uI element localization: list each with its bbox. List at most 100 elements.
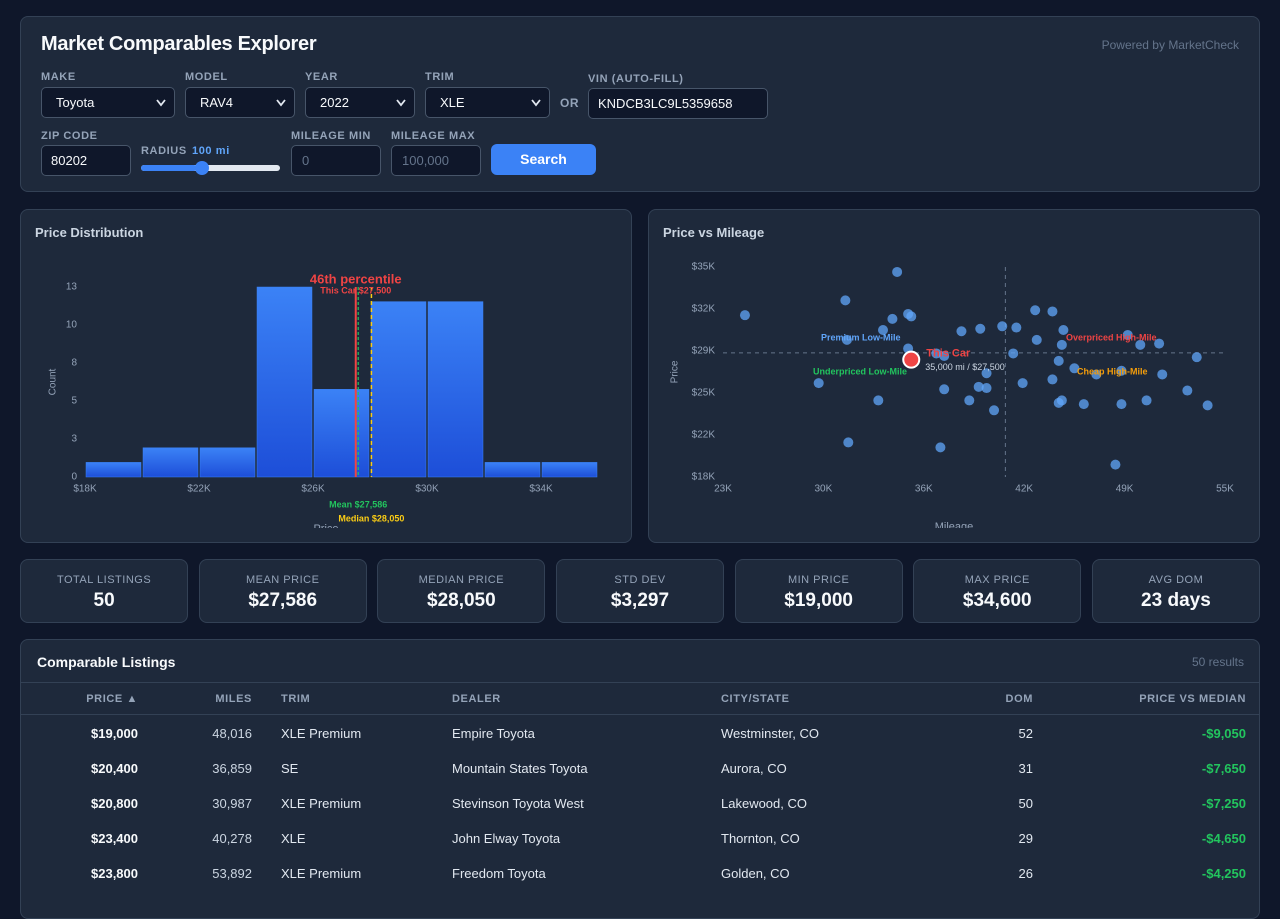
table-cell: Lakewood, CO — [721, 796, 807, 811]
stat-value: $3,297 — [610, 590, 670, 611]
stat-label: STD DEV — [614, 574, 666, 586]
table-cell: Golden, CO — [721, 866, 790, 881]
table-cell: -$4,250 — [1201, 866, 1246, 881]
stats-row: TOTAL LISTINGS 50 MEAN PRICE $27,586 MEDIAN … — [20, 559, 1260, 623]
stat-value: $19,000 — [784, 590, 853, 611]
table-cell: 50 — [1018, 796, 1033, 811]
table-cell: -$9,050 — [1201, 726, 1246, 741]
table-cell: 52 — [1018, 726, 1033, 741]
column-header[interactable]: MILES — [215, 693, 252, 705]
chevron — [396, 99, 406, 107]
select-value: RAV4 — [200, 95, 233, 110]
trim-select[interactable]: XLE — [425, 87, 550, 118]
column-header[interactable]: DOM — [1005, 693, 1033, 705]
make-select[interactable]: Toyota — [41, 87, 175, 118]
field-label: ZIP CODE — [41, 130, 98, 142]
chevron — [531, 99, 541, 107]
table-cell: XLE Premium — [281, 726, 362, 741]
zip-input[interactable]: 80202 — [41, 145, 131, 176]
stat-label: MAX PRICE — [964, 574, 1030, 586]
stat-card: TOTAL LISTINGS 50 — [20, 559, 189, 623]
stat-label: MEAN PRICE — [245, 574, 320, 586]
year-select[interactable]: 2022 — [305, 87, 415, 118]
table-cell: XLE Premium — [281, 866, 362, 881]
model-select[interactable]: RAV4 — [185, 87, 295, 118]
chart-title: Price vs Mileage — [663, 225, 765, 240]
field-label: MILEAGE MIN — [291, 130, 371, 142]
stat-label: AVG DOM — [1148, 574, 1204, 586]
radius-slider[interactable] — [141, 161, 280, 175]
stat-label: MIN PRICE — [787, 574, 850, 586]
input-value: 80202 — [51, 153, 88, 168]
powered-by: Powered by MarketCheck — [1101, 38, 1239, 52]
search-button[interactable]: Search — [491, 144, 596, 175]
table-cell: Westminster, CO — [721, 726, 820, 741]
stat-card: AVG DOM 23 days — [1091, 559, 1260, 623]
select-value: 2022 — [320, 95, 349, 110]
table-cell: $23,400 — [91, 831, 138, 846]
stat-value: $34,600 — [962, 590, 1032, 611]
table-cell: 29 — [1018, 831, 1033, 846]
stat-label: TOTAL LISTINGS — [56, 574, 152, 586]
mileage-min-input[interactable]: 0 — [291, 145, 381, 176]
stat-value: 23 days — [1141, 590, 1211, 611]
field-label: TRIM — [425, 71, 455, 83]
table-cell: Thornton, CO — [721, 831, 800, 846]
table-title: Comparable Listings — [37, 654, 176, 670]
table-cell: 26 — [1018, 866, 1033, 881]
vin-input[interactable]: KNDCB3LC9L5359658 — [588, 88, 768, 119]
mileage-max-input[interactable]: 100,000 — [391, 145, 481, 176]
table-cell: SE — [281, 761, 299, 776]
field-label: MODEL — [185, 71, 228, 83]
field-label: MILEAGE MAX — [391, 130, 476, 142]
table-cell: 36,859 — [212, 761, 252, 776]
listings-panel: Comparable Listings 50 results PRICE ▲ MILE… — [20, 639, 1260, 919]
scatter-panel — [648, 209, 1260, 543]
stat-value: $27,586 — [248, 590, 318, 611]
table-cell: 48,016 — [212, 726, 252, 741]
result-count: 50 results — [1191, 655, 1244, 669]
table-cell: -$7,250 — [1201, 796, 1246, 811]
select-value: Toyota — [56, 95, 95, 110]
input-value: KNDCB3LC9L5359658 — [598, 96, 733, 111]
table-cell: 30,987 — [212, 796, 252, 811]
select-value: XLE — [440, 95, 465, 110]
table-cell: Mountain States Toyota — [452, 761, 588, 776]
radius-value: 100 mi — [192, 145, 230, 157]
table-cell: Stevinson Toyota West — [452, 796, 584, 811]
table-cell: Freedom Toyota — [452, 866, 546, 881]
or-separator: OR — [560, 96, 580, 110]
slider-fill — [141, 165, 197, 171]
table-cell: Aurora, CO — [721, 761, 787, 776]
stat-card: MIN PRICE $19,000 — [734, 559, 903, 623]
stat-card: MEAN PRICE $27,586 — [198, 559, 367, 623]
table-cell: 31 — [1018, 761, 1033, 776]
header-row — [21, 682, 1259, 715]
column-header[interactable]: PRICE ▲ — [86, 693, 138, 705]
table-cell: 40,278 — [212, 831, 252, 846]
column-header[interactable]: TRIM — [281, 693, 311, 705]
stat-value: $28,050 — [427, 590, 496, 611]
table-cell: $23,800 — [91, 866, 138, 881]
column-header[interactable]: CITY/STATE — [721, 693, 790, 705]
page-title: Market Comparables Explorer — [41, 33, 317, 55]
table-cell: $19,000 — [91, 726, 138, 741]
page: Market Comparables Explorer Powered by M… — [20, 16, 1260, 919]
table-cell: XLE — [281, 831, 306, 846]
placeholder: 0 — [302, 153, 310, 168]
table-cell: -$4,650 — [1201, 831, 1246, 846]
stat-label: MEDIAN PRICE — [418, 574, 505, 586]
table-cell: XLE Premium — [281, 796, 362, 811]
field-label: YEAR — [305, 71, 338, 83]
table-cell: -$7,650 — [1201, 761, 1246, 776]
chevron — [156, 99, 166, 107]
placeholder: 100,000 — [402, 153, 449, 168]
chart-title: Price Distribution — [35, 225, 144, 240]
stat-card: STD DEV $3,297 — [555, 559, 725, 623]
table-cell: John Elway Toyota — [452, 831, 561, 846]
column-header[interactable]: PRICE VS MEDIAN — [1139, 693, 1246, 705]
stat-card: MAX PRICE $34,600 — [913, 559, 1082, 623]
column-header[interactable]: DEALER — [452, 693, 501, 705]
histogram-panel — [20, 209, 632, 543]
slider-thumb[interactable] — [194, 161, 209, 175]
